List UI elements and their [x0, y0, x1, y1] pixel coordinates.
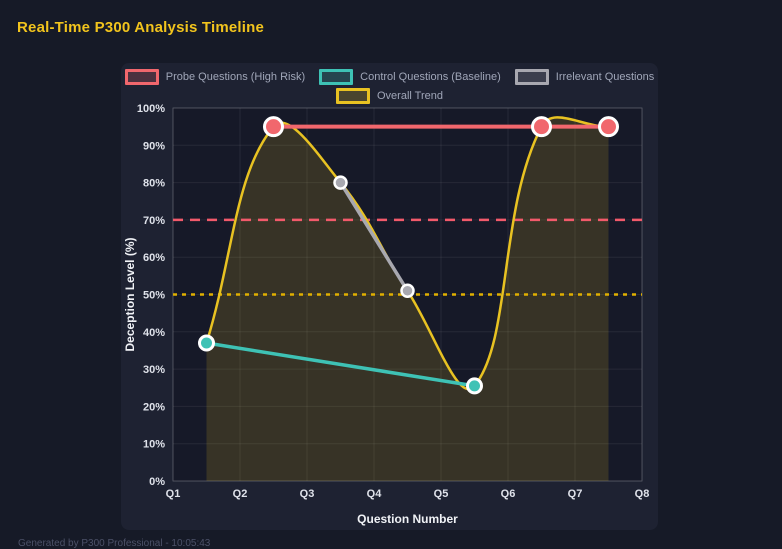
data-point — [198, 334, 215, 352]
y-tick-label: 0% — [149, 476, 165, 488]
data-point — [263, 116, 284, 138]
y-tick-label: 20% — [143, 401, 165, 413]
x-tick-label: Q6 — [501, 488, 516, 500]
y-tick-label: 60% — [143, 252, 165, 264]
y-tick-label: 10% — [143, 439, 165, 451]
data-point — [598, 116, 619, 138]
y-axis-title: Deception Level (%) — [123, 237, 137, 351]
y-tick-label: 90% — [143, 140, 165, 152]
legend-item-4[interactable]: Overall Trend — [335, 88, 444, 104]
legend-swatch — [319, 69, 354, 85]
data-point — [531, 116, 552, 138]
legend-label: Irrelevant Questions — [555, 71, 655, 83]
legend-label: Control Questions (Baseline) — [360, 71, 501, 83]
legend-item-3[interactable]: Irrelevant Questions — [514, 69, 655, 85]
legend-label: Overall Trend — [376, 90, 444, 102]
y-tick-label: 30% — [143, 364, 165, 376]
legend-swatch — [514, 69, 549, 85]
legend-swatch — [335, 88, 370, 104]
x-tick-label: Q5 — [434, 488, 449, 500]
x-axis-title: Question Number — [357, 512, 458, 526]
x-tick-label: Q4 — [367, 488, 383, 500]
x-tick-label: Q1 — [166, 488, 181, 500]
chart-panel: Probe Questions (High Risk) Control Quest… — [121, 63, 658, 530]
legend-row: Overall Trend — [335, 88, 444, 104]
y-tick-label: 70% — [143, 215, 165, 227]
chart-legend: Probe Questions (High Risk) Control Quest… — [121, 69, 658, 104]
page-title: Real-Time P300 Analysis Timeline — [17, 19, 265, 36]
x-tick-label: Q3 — [300, 488, 315, 500]
legend-swatch — [124, 69, 159, 85]
trend-area-fill — [206, 117, 609, 481]
series-line — [204, 341, 477, 388]
y-tick-label: 100% — [137, 103, 165, 115]
y-tick-label: 80% — [143, 178, 165, 190]
x-tick-label: Q8 — [635, 488, 650, 500]
data-point — [466, 377, 483, 395]
data-point — [333, 175, 348, 190]
legend-label: Probe Questions (High Risk) — [165, 71, 306, 83]
legend-item-1[interactable]: Probe Questions (High Risk) — [124, 69, 306, 85]
y-tick-label: 50% — [143, 290, 165, 302]
x-tick-label: Q7 — [568, 488, 583, 500]
footer-note: Generated by P300 Professional - 10:05:4… — [18, 538, 211, 549]
series-line — [338, 180, 410, 293]
data-point — [400, 283, 415, 299]
x-tick-label: Q2 — [233, 488, 248, 500]
legend-row: Probe Questions (High Risk) Control Quest… — [124, 69, 655, 85]
timeline-chart: Q1 Q2 Q3 Q4 Q5 Q6 Q7 Q8 0% 10% 20% 30% 40% 50% 60% 70% 8… — [123, 103, 650, 526]
legend-item-2[interactable]: Control Questions (Baseline) — [319, 69, 501, 85]
y-tick-label: 40% — [143, 327, 165, 339]
